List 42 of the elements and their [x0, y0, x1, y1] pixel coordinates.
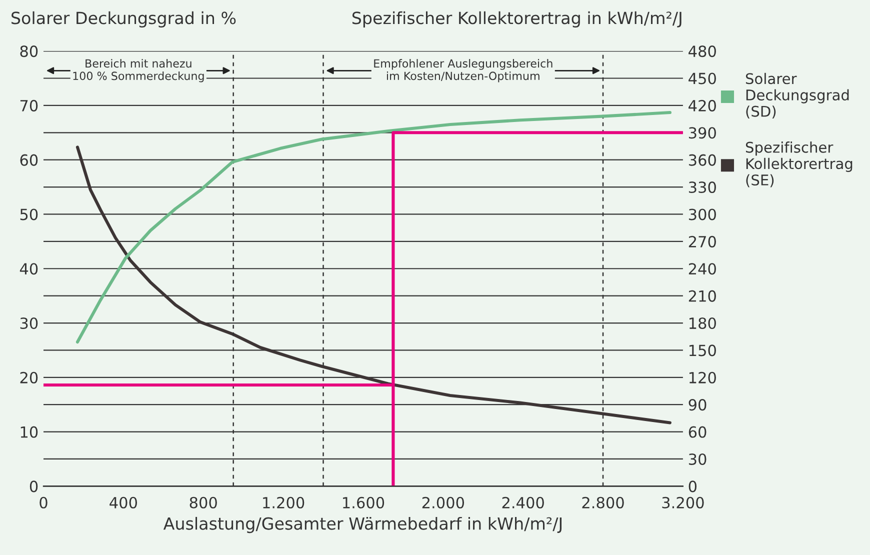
y-tick-label: 70: [20, 100, 38, 112]
y2-tick-label: 270: [688, 236, 716, 248]
y2-tick-label: 150: [689, 344, 716, 356]
y2-tick-label: 390: [688, 127, 716, 139]
x-tick-label: 0: [40, 496, 48, 508]
x-tick-label: 800: [190, 496, 217, 508]
x-tick-label: 2.400: [502, 496, 544, 508]
y2-tick-label: 90: [688, 399, 706, 411]
annotation: Bereich mit nahezu 100 % Sommerdeckung: [73, 59, 204, 82]
y2-tick-label: 330: [688, 182, 716, 194]
y2-tick-label: 120: [689, 372, 716, 384]
y-tick-label: 30: [20, 317, 38, 330]
y2-tick-label: 210: [688, 290, 716, 302]
y-tick-label: 80: [20, 46, 38, 58]
y-tick-label: 40: [20, 263, 38, 275]
y2-tick-label: 480: [688, 46, 716, 58]
y2-axis-title: Spezifischer Kollektorertrag in kWh/m²/J: [352, 11, 682, 28]
x-tick-label: 2.000: [422, 496, 464, 508]
x-tick-label: 1.200: [263, 496, 304, 508]
y2-tick-label: 300: [688, 208, 716, 220]
y2-tick-label: 180: [689, 317, 716, 330]
y-tick-label: 0: [30, 480, 38, 492]
y-tick-label: 60: [20, 154, 38, 166]
y2-tick-label: 450: [688, 72, 716, 84]
legend-label: Solarer Deckungsgrad (SD): [746, 72, 849, 119]
y-tick-label: 20: [20, 372, 38, 384]
x-tick-label: 2.800: [582, 496, 624, 508]
y2-tick-label: 360: [688, 154, 716, 166]
y-axis-title: Solarer Deckungsgrad in %: [12, 11, 236, 28]
legend-label: Spezifischer Kollektorertrag (SE): [746, 142, 852, 188]
y2-tick-label: 30: [688, 453, 706, 466]
y2-tick-label: 420: [688, 100, 716, 112]
y-tick-label: 10: [20, 426, 38, 438]
y2-tick-label: 240: [688, 263, 716, 275]
x-axis-title: Auslastung/Gesamter Wärmebedarf in kWh/m²/J: [163, 516, 562, 534]
x-tick-label: 400: [110, 496, 137, 508]
y2-tick-label: 60: [688, 426, 706, 438]
y-tick-label: 50: [20, 208, 38, 220]
x-tick-label: 3.200: [662, 496, 704, 508]
x-tick-label: 1.600: [343, 496, 384, 508]
y2-tick-label: 0: [688, 480, 697, 492]
annotation: Empfohlener Auslegungsbereich im Kosten/Nutzen-Optimum: [374, 59, 552, 82]
